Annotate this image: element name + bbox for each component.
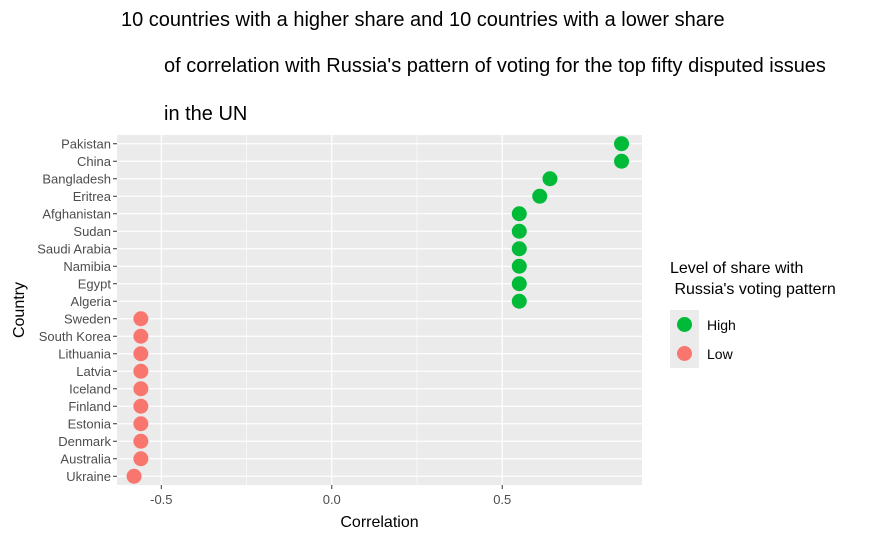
data-point-finland [133,398,149,414]
y-tick-label: Eritrea [73,189,112,204]
y-tick-label: South Korea [39,329,112,344]
data-point-pakistan [614,136,630,152]
y-tick-label: Lithuania [58,346,112,361]
chart-title-line-2: of correlation with Russia's pattern of … [164,55,826,77]
plot-panel [117,135,642,485]
data-point-saudi-arabia [511,241,527,257]
data-point-denmark [133,433,149,449]
x-tick-label: -0.5 [150,492,172,507]
y-tick-label: Denmark [58,434,111,449]
data-point-ukraine [126,468,142,484]
data-point-iceland [133,381,149,397]
data-point-sudan [511,223,527,239]
legend-label-low: Low [707,345,733,362]
x-tick-label: 0.0 [323,492,341,507]
y-tick-label: Saudi Arabia [37,241,111,256]
data-point-algeria [511,293,527,309]
chart-title-line-3: in the UN [164,103,248,125]
data-point-china [614,153,630,169]
data-point-namibia [511,258,527,274]
y-tick-label: Sweden [64,311,111,326]
legend-item-low: Low [670,339,836,368]
legend-dot-high [677,317,692,332]
y-tick-label: Ukraine [66,469,111,484]
x-tick-label: 0.5 [493,492,511,507]
legend-key-high [670,310,699,339]
y-tick-label: Algeria [71,294,112,309]
data-point-south-korea [133,328,149,344]
data-point-afghanistan [511,206,527,222]
y-tick-label: Iceland [69,381,111,396]
data-point-sweden [133,311,149,327]
y-tick-label: Pakistan [61,136,111,151]
y-axis-title: Country [11,282,28,338]
legend-key-low [670,339,699,368]
y-tick-label: Australia [60,451,111,466]
legend: Level of share with Russia's voting patt… [670,258,836,368]
legend-dot-low [677,346,692,361]
data-point-estonia [133,416,149,432]
data-point-australia [133,451,149,467]
legend-title: Level of share with Russia's voting patt… [670,260,836,298]
y-tick-label: Bangladesh [42,171,111,186]
y-tick-label: Finland [68,399,111,414]
y-tick-label: Sudan [73,224,111,239]
legend-item-high: High [670,310,836,339]
data-point-eritrea [532,188,548,204]
data-point-egypt [511,276,527,292]
y-tick-label: Afghanistan [42,206,111,221]
data-point-latvia [133,363,149,379]
y-tick-label: Egypt [78,276,112,291]
legend-label-high: High [707,316,736,333]
data-point-bangladesh [542,171,558,187]
x-axis-title: Correlation [340,514,418,531]
chart-title-line-1: 10 countries with a higher share and 10 … [121,9,725,31]
y-tick-label: Namibia [63,259,111,274]
data-point-lithuania [133,346,149,362]
y-tick-label: China [77,154,112,169]
y-tick-label: Latvia [76,364,111,379]
y-tick-label: Estonia [68,416,112,431]
